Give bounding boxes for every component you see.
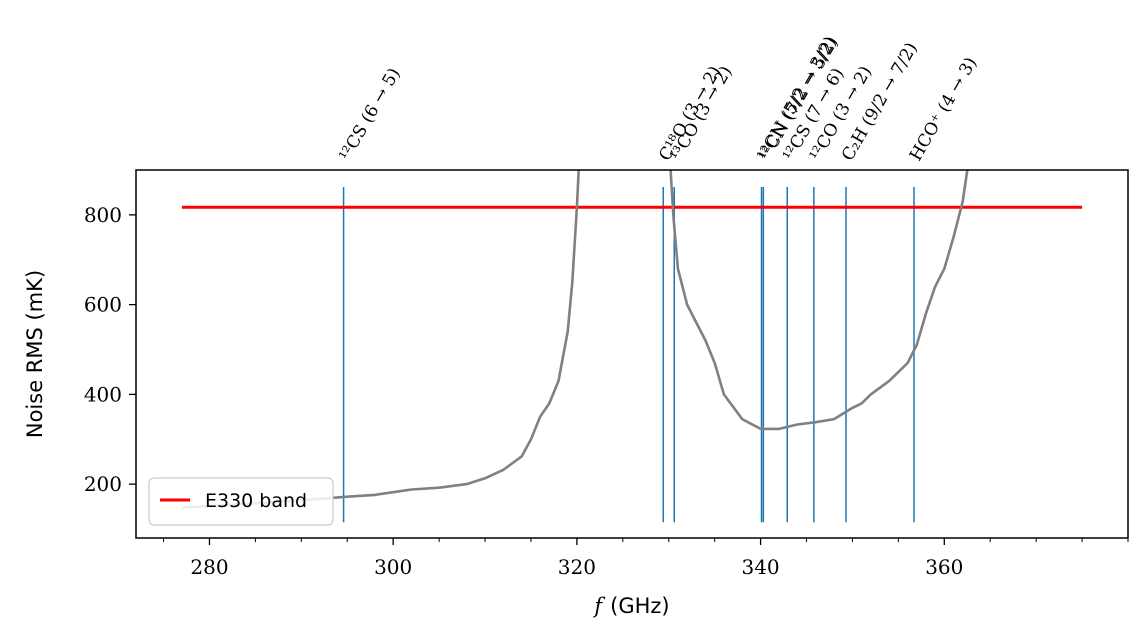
series-line-noise-left [181, 170, 580, 509]
axis-ticks: 280 300 320 340 360 200 400 600 800 [84, 203, 1129, 579]
spectral-line-label-0: ¹²CS (6 → 5) [336, 65, 405, 165]
x-tick-label-360: 360 [925, 555, 963, 579]
x-tick-label-320: 320 [558, 555, 596, 579]
legend-box [148, 477, 334, 526]
series-line-noise-right [669, 170, 969, 431]
x-tick-label-340: 340 [741, 555, 779, 579]
y-tick-label-600: 600 [84, 293, 122, 317]
legend-label-e330-band: E330 band [205, 490, 307, 512]
x-axis-label: f (GHz) [592, 594, 669, 618]
spectral-lines [342, 187, 915, 523]
line-labels: ¹²CS (6 → 5) C¹⁸O (3 → 2)¹³CO (3 → 2) ¹²CN… [336, 33, 982, 164]
y-axis-label: Noise RMS (mK) [23, 270, 47, 438]
legend: E330 band [148, 477, 334, 526]
spectral-line-label-8: HCO⁺ (4 → 3) [906, 54, 981, 165]
y-tick-label-800: 800 [84, 203, 122, 227]
y-tick-label-200: 200 [84, 472, 122, 496]
series-group [181, 170, 1083, 509]
y-tick-label-400: 400 [84, 382, 122, 406]
x-tick-label-280: 280 [190, 555, 228, 579]
x-tick-label-300: 300 [374, 555, 412, 579]
plot-frame [135, 169, 1129, 539]
